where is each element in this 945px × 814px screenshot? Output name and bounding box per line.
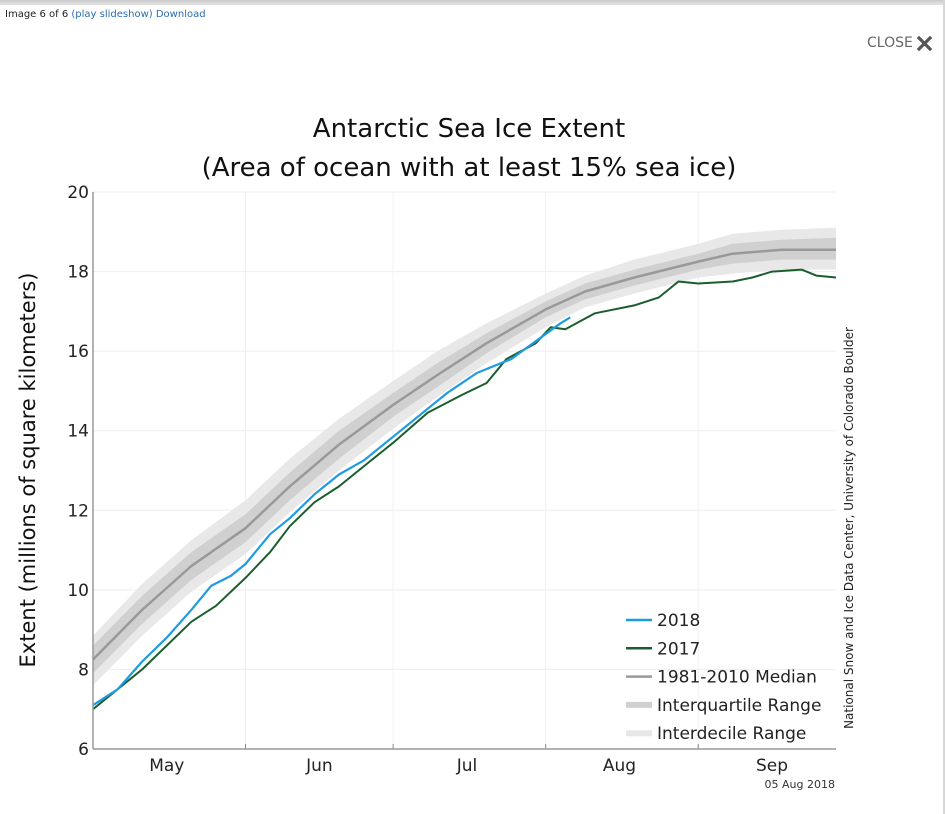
legend-2017-item: 2017 xyxy=(626,639,700,659)
legend-interdecile-label: Interdecile Range xyxy=(657,724,806,744)
chart-title: Antarctic Sea Ice Extent xyxy=(313,114,625,144)
median-line xyxy=(92,248,836,661)
y-tick-label: 14 xyxy=(67,422,89,442)
legend-2017-label: 2017 xyxy=(657,639,700,659)
y-tick-label: 12 xyxy=(67,501,89,521)
close-icon xyxy=(916,35,932,51)
interquartile-range-band xyxy=(93,237,836,674)
y-axis-label: Extent (millions of square kilometers) xyxy=(16,273,40,668)
y-tick-label: 10 xyxy=(67,581,89,601)
y-tick-label: 16 xyxy=(67,342,89,362)
interdecile-range-band xyxy=(93,227,836,686)
x-tick-label: May xyxy=(149,756,184,776)
series-2018-line xyxy=(92,316,571,707)
lightbox-edge xyxy=(943,0,945,814)
close-button[interactable]: CLOSE xyxy=(867,33,932,53)
x-tick-label: Jun xyxy=(305,756,333,776)
y-tick-label: 18 xyxy=(67,263,89,283)
chart-subtitle: (Area of ocean with at least 15% sea ice… xyxy=(202,153,737,183)
image-counter: Image 6 of 6 xyxy=(5,9,69,20)
download-link[interactable]: Download xyxy=(155,9,206,20)
play-slideshow-link[interactable]: (play slideshow) xyxy=(71,9,153,20)
date-stamp: 05 Aug 2018 xyxy=(765,778,835,791)
legend-median-item: 1981-2010 Median xyxy=(626,668,817,688)
x-tick-label: Aug xyxy=(603,756,636,776)
credit-text: National Snow and Ice Data Center, Unive… xyxy=(842,327,856,729)
y-tick-label: 6 xyxy=(78,740,89,760)
image-caption: Image 6 of 6 (play slideshow) Download xyxy=(5,9,206,20)
x-tick-label: Sep xyxy=(756,756,788,776)
legend-interquartile-label: Interquartile Range xyxy=(657,696,821,716)
legend-2018-item: 2018 xyxy=(626,611,700,631)
y-tick-label: 20 xyxy=(67,183,89,203)
legend-interquartile-item: Interquartile Range xyxy=(626,696,821,716)
legend-interdecile-item: Interdecile Range xyxy=(626,724,806,744)
series-2017-line xyxy=(92,268,837,710)
close-label: CLOSE xyxy=(867,35,913,51)
legend-2018-label: 2018 xyxy=(657,611,700,631)
y-tick-label: 8 xyxy=(78,660,89,680)
legend-median-label: 1981-2010 Median xyxy=(657,668,817,688)
background-overlay-strip xyxy=(0,0,945,5)
x-tick-label: Jul xyxy=(456,756,478,776)
